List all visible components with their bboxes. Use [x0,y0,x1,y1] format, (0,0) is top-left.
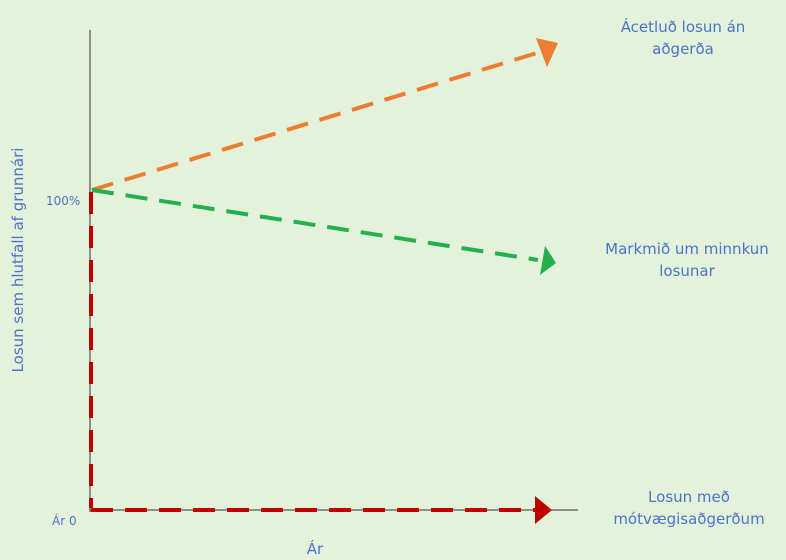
tick-100-percent: 100% [46,194,81,208]
no-action-arrowhead [536,38,558,67]
no-action-line [91,50,541,192]
target-arrowhead [540,246,556,275]
target-label: Markmið um minnkun losunar [605,240,769,280]
y-axis-title: Losun sem hlutfall af grunnári [9,147,27,373]
no-action-label: Ácetluð losun án aðgerða [620,18,746,58]
tick-origin: Ár 0 [52,514,77,528]
offset-arrowhead [535,496,552,524]
target-line [91,188,539,262]
offset-label: Losun með mótvægisaðgerðum [613,488,765,528]
x-axis-title: Ár [306,540,324,558]
